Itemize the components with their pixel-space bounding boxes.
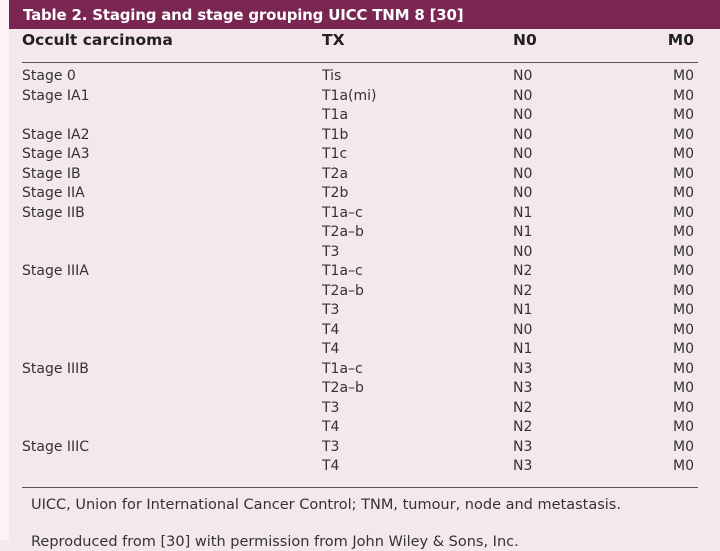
header-divider — [22, 62, 698, 63]
table-cell: N0 — [513, 146, 533, 162]
table-cell: T1a — [322, 107, 349, 123]
header-cell: M0 — [667, 31, 694, 49]
table-cell: M0 — [673, 399, 694, 416]
page-edge — [0, 0, 9, 540]
table-cell: M0 — [673, 263, 694, 279]
table-cell: M0 — [673, 185, 694, 201]
table-cell: M0 — [673, 107, 694, 123]
table-title: Table 2. Staging and stage grouping UICC… — [23, 6, 464, 24]
table-cell: N1 — [513, 204, 533, 221]
table-cell: N1 — [513, 224, 533, 240]
table-cell: Stage IIIB — [22, 360, 89, 377]
table-cell: N1 — [513, 341, 533, 357]
table-cell: Tis — [322, 68, 342, 84]
header-cell: TX — [322, 31, 345, 49]
table-cell: N0 — [513, 185, 533, 201]
table-cell: M0 — [673, 282, 694, 299]
header-cell: N0 — [513, 31, 537, 49]
table-cell: N0 — [513, 87, 533, 104]
table-cell: M0 — [673, 302, 694, 318]
table-cell: M0 — [673, 224, 694, 240]
table-cell: T2a — [322, 165, 349, 182]
table-cell: T3 — [322, 243, 340, 260]
footnote-abbreviations: UICC, Union for International Cancer Con… — [31, 497, 621, 513]
table-title-bar: Table 2. Staging and stage grouping UICC… — [9, 0, 720, 29]
table-cell: M0 — [673, 165, 694, 182]
table-cell: N3 — [513, 438, 533, 455]
table-cell: M0 — [673, 341, 694, 357]
table-cell: M0 — [673, 146, 694, 162]
table-cell: N1 — [513, 302, 533, 318]
table-cell: Stage IA2 — [22, 126, 90, 143]
table-cell: Stage IA1 — [22, 87, 90, 104]
table-cell: T1a–c — [322, 360, 363, 377]
table-cell: Stage IB — [22, 165, 81, 182]
table-cell: Stage IIIA — [22, 263, 89, 279]
table-cell: T1a(mi) — [322, 87, 377, 104]
table-cell: M0 — [673, 126, 694, 143]
table-cell: T3 — [322, 438, 340, 455]
table-cell: N2 — [513, 263, 533, 279]
table-cell: M0 — [673, 438, 694, 455]
table-cell: Stage IIIC — [22, 438, 90, 455]
footnote-source: Reproduced from [30] with permission fro… — [31, 534, 519, 550]
table-cell: N2 — [513, 399, 533, 416]
table-bottom-divider — [22, 487, 698, 488]
header-cell: Occult carcinoma — [22, 31, 173, 49]
table-cell: T4 — [322, 458, 340, 474]
table-cell: T1c — [322, 146, 348, 162]
table-cell: Stage IA3 — [22, 146, 90, 162]
table-cell: T2a–b — [322, 380, 364, 396]
table-cell: N0 — [513, 126, 533, 143]
table-cell: N3 — [513, 380, 533, 396]
table-cell: T1b — [322, 126, 349, 143]
table-cell: M0 — [673, 321, 694, 338]
table-cell: T4 — [322, 341, 340, 357]
table-cell: T4 — [322, 419, 340, 435]
table-cell: Stage IIA — [22, 185, 85, 201]
table-cell: M0 — [673, 204, 694, 221]
table-cell: N0 — [513, 68, 533, 84]
table-cell: T2a–b — [322, 224, 364, 240]
table-cell: M0 — [673, 68, 694, 84]
table-cell: T3 — [322, 399, 340, 416]
table-cell: N0 — [513, 107, 533, 123]
table-cell: Stage 0 — [22, 68, 76, 84]
table-cell: T2b — [322, 185, 349, 201]
table-cell: N0 — [513, 165, 533, 182]
table-cell: N3 — [513, 360, 533, 377]
table-cell: T1a–c — [322, 263, 363, 279]
table-cell: T1a–c — [322, 204, 363, 221]
table-cell: N0 — [513, 321, 533, 338]
table-cell: M0 — [673, 360, 694, 377]
table-cell: M0 — [673, 87, 694, 104]
table-cell: M0 — [673, 243, 694, 260]
table-cell: N2 — [513, 282, 533, 299]
table-cell: T3 — [322, 302, 340, 318]
table-cell: T2a–b — [322, 282, 364, 299]
table-cell: N2 — [513, 419, 533, 435]
table-cell: M0 — [673, 419, 694, 435]
table-cell: T4 — [322, 321, 340, 338]
table-cell: M0 — [673, 380, 694, 396]
table-cell: N0 — [513, 243, 533, 260]
table-cell: N3 — [513, 458, 533, 474]
table-cell: M0 — [673, 458, 694, 474]
table-cell: Stage IIB — [22, 204, 85, 221]
